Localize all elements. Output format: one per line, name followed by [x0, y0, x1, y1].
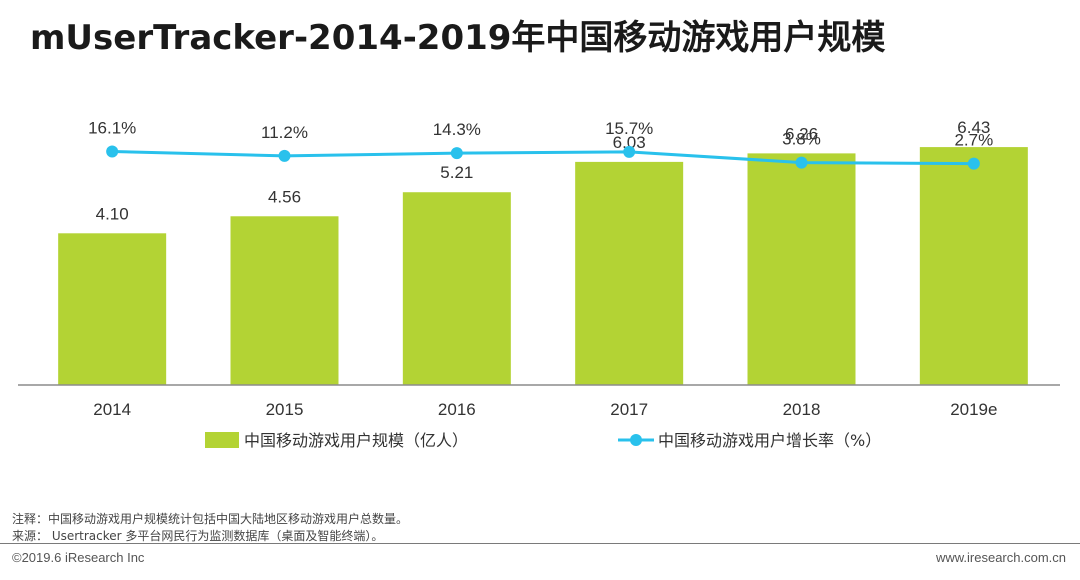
growth-point-2015	[278, 149, 291, 162]
bar-2016	[402, 192, 511, 385]
line-value-labels: 16.1% 11.2% 14.3% 15.7% 3.8% 2.7%	[88, 119, 993, 150]
x-tick-2017: 2017	[610, 400, 648, 419]
bar-series	[58, 147, 1028, 385]
growth-point-2017	[623, 145, 636, 158]
x-tick-2019e: 2019e	[950, 400, 997, 419]
legend-swatch-marker	[630, 434, 642, 446]
legend-swatch-bar	[205, 432, 239, 448]
bar-label-2017: 6.03	[613, 133, 646, 152]
copyright-text: ©2019.6 iResearch Inc	[12, 550, 145, 565]
line-label-2017: 15.7%	[605, 119, 653, 138]
footnote: 注释：中国移动游戏用户规模统计包括中国大陆地区移动游戏用户总数量。	[12, 512, 409, 526]
bar-2014	[58, 233, 167, 385]
legend: 中国移动游戏用户规模（亿人） 中国移动游戏用户增长率（%）	[205, 431, 881, 450]
x-tick-2016: 2016	[438, 400, 476, 419]
bar-label-2015: 4.56	[268, 187, 301, 206]
bar-label-2016: 5.21	[440, 163, 473, 182]
footer-divider	[0, 543, 1080, 544]
x-tick-2018: 2018	[783, 400, 821, 419]
legend-label-line: 中国移动游戏用户增长率（%）	[658, 431, 881, 450]
growth-point-2014	[106, 145, 119, 158]
chart-title: mUserTracker-2014-2019年中国移动游戏用户规模	[30, 18, 886, 58]
x-tick-2015: 2015	[266, 400, 304, 419]
line-label-2016: 14.3%	[433, 120, 481, 139]
growth-point-2018	[795, 156, 808, 169]
legend-label-bar: 中国移动游戏用户规模（亿人）	[244, 431, 468, 450]
website-url: www.iresearch.com.cn	[935, 550, 1066, 565]
bar-label-2014: 4.10	[96, 204, 129, 223]
line-label-2019e: 2.7%	[954, 131, 993, 150]
source-note: 来源： Usertracker 多平台网民行为监测数据库（桌面及智能终端）。	[12, 529, 384, 543]
x-tick-2014: 2014	[93, 400, 131, 419]
line-label-2015: 11.2%	[261, 123, 308, 142]
growth-point-2019e	[967, 157, 980, 170]
bar-2019e	[919, 147, 1028, 385]
bar-value-labels: 4.10 4.56 5.21 6.03 6.26 6.43	[96, 118, 991, 223]
bar-label-2018: 6.26	[785, 124, 818, 143]
bar-2015	[230, 216, 339, 385]
bar-label-2019e: 6.43	[957, 118, 990, 137]
growth-rate-line	[112, 150, 974, 166]
line-label-2014: 16.1%	[88, 119, 136, 138]
bar-2018	[747, 153, 856, 385]
line-label-2018: 3.8%	[782, 130, 821, 149]
growth-point-2016	[450, 147, 463, 160]
line-series	[106, 145, 980, 170]
bar-2017	[575, 161, 684, 385]
x-axis-tick-labels: 2014 2015 2016 2017 2018 2019e	[93, 400, 997, 419]
combo-chart: 4.10 4.56 5.21 6.03 6.26 6.43 16.1% 11.2% 14.3%…	[18, 118, 1060, 450]
